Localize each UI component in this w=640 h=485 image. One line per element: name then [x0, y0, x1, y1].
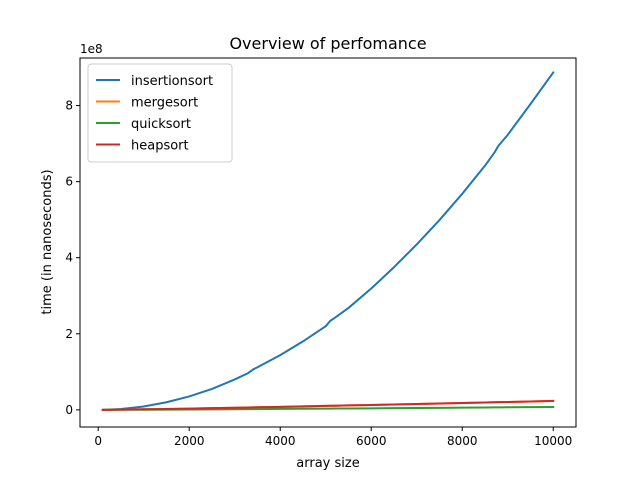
- x-tick-label: 0: [94, 434, 102, 448]
- x-axis-label: array size: [296, 456, 359, 471]
- x-tick-label: 4000: [265, 434, 296, 448]
- y-tick-label: 0: [65, 403, 73, 417]
- series-line-insertionsort: [101, 71, 555, 411]
- series-line-quicksort: [101, 405, 555, 411]
- y-axis-label: time (in nanoseconds): [40, 169, 55, 314]
- plot-area: [101, 71, 555, 411]
- legend-label-heapsort: heapsort: [131, 139, 189, 154]
- series-line-heapsort: [101, 399, 555, 411]
- x-tick-label: 10000: [534, 434, 572, 448]
- legend-label-quicksort: quicksort: [131, 117, 191, 132]
- legend: insertionsort mergesort quicksort heapsort: [87, 63, 233, 163]
- legend-label-insertionsort: insertionsort: [131, 74, 213, 89]
- y-tick-label: 2: [65, 327, 73, 341]
- y-tick-label: 6: [65, 175, 73, 189]
- y-tick-label: 8: [65, 99, 73, 113]
- x-tick-label: 8000: [447, 434, 478, 448]
- legend-label-mergesort: mergesort: [131, 96, 198, 111]
- x-tick-label: 6000: [356, 434, 387, 448]
- y-offset-label: 1e8: [80, 42, 103, 56]
- axes: 0 2000 4000 6000 8000 10000 0 2 4 6 8: [65, 57, 577, 448]
- axes-frame: [79, 57, 577, 428]
- legend-box: [87, 63, 233, 163]
- y-tick-label: 4: [65, 251, 73, 265]
- x-tick-label: 2000: [174, 434, 205, 448]
- chart-title: Overview of perfomance: [229, 34, 426, 53]
